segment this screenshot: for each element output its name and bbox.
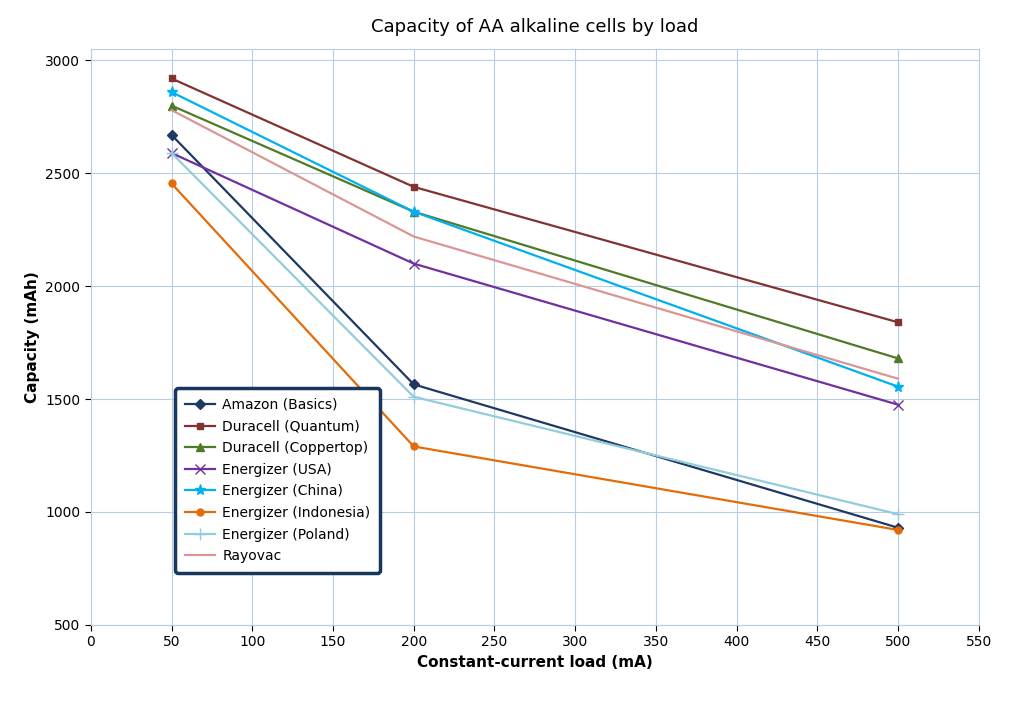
Rayovac: [165, 106, 178, 114]
Line: Energizer (China): Energizer (China): [165, 86, 904, 392]
Line: Rayovac: Rayovac: [172, 110, 898, 378]
Rayovac: [892, 374, 904, 383]
Energizer (Poland): [165, 149, 178, 157]
Line: Amazon (Basics): Amazon (Basics): [169, 131, 901, 531]
Energizer (Indonesia): [892, 526, 904, 534]
Line: Energizer (USA): Energizer (USA): [166, 148, 903, 409]
Energizer (China): [892, 383, 904, 391]
Amazon (Basics): [165, 131, 178, 139]
Energizer (Poland): [408, 392, 420, 401]
Title: Capacity of AA alkaline cells by load: Capacity of AA alkaline cells by load: [371, 18, 698, 37]
Legend: Amazon (Basics), Duracell (Quantum), Duracell (Coppertop), Energizer (USA), Ener: Amazon (Basics), Duracell (Quantum), Dur…: [176, 388, 380, 573]
Duracell (Quantum): [165, 74, 178, 83]
Duracell (Coppertop): [408, 208, 420, 216]
Line: Energizer (Poland): Energizer (Poland): [165, 147, 904, 519]
Energizer (Indonesia): [408, 442, 420, 451]
Duracell (Coppertop): [165, 101, 178, 110]
Energizer (USA): [165, 149, 178, 157]
Energizer (China): [165, 88, 178, 96]
Amazon (Basics): [892, 524, 904, 532]
X-axis label: Constant-current load (mA): Constant-current load (mA): [417, 655, 653, 670]
Line: Duracell (Quantum): Duracell (Quantum): [169, 75, 901, 326]
Energizer (China): [408, 208, 420, 216]
Energizer (USA): [408, 259, 420, 267]
Rayovac: [408, 232, 420, 241]
Y-axis label: Capacity (mAh): Capacity (mAh): [24, 271, 39, 403]
Energizer (Indonesia): [165, 179, 178, 187]
Line: Duracell (Coppertop): Duracell (Coppertop): [167, 101, 902, 362]
Line: Energizer (Indonesia): Energizer (Indonesia): [169, 180, 901, 534]
Amazon (Basics): [408, 380, 420, 389]
Energizer (Poland): [892, 510, 904, 518]
Energizer (USA): [892, 400, 904, 409]
Duracell (Quantum): [892, 318, 904, 326]
Duracell (Coppertop): [892, 355, 904, 363]
Duracell (Quantum): [408, 183, 420, 191]
